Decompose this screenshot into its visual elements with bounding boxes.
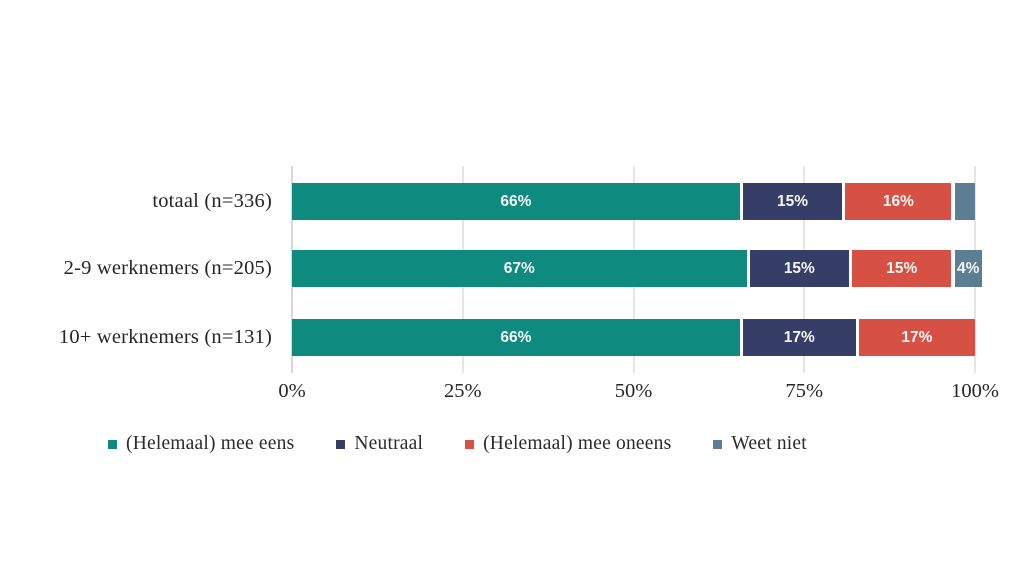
- legend-swatch-icon: [336, 439, 346, 449]
- bar-segment-label: 4%: [956, 259, 980, 277]
- bar-segment-label: 15%: [776, 192, 808, 210]
- x-tick-label: 0%: [278, 380, 306, 402]
- bar-segment-label: 67%: [503, 259, 535, 277]
- bar-segment-label: 66%: [500, 192, 532, 210]
- legend-item: (Helemaal) mee oneens: [465, 433, 671, 455]
- x-tick-label: 75%: [785, 380, 824, 402]
- legend-swatch-icon: [108, 439, 117, 449]
- x-tick-label: 25%: [443, 380, 482, 402]
- legend: (Helemaal) mee eens Neutraal (Helemaal) me…: [108, 430, 968, 458]
- legend-label: Weet niet: [731, 433, 807, 454]
- bar-row: 67% 15% 15% 4%: [292, 250, 982, 287]
- bar-segment: 17%: [858, 319, 975, 356]
- bar-row: 66% 17% 17%: [292, 319, 975, 356]
- bar-segment-label: 66%: [500, 328, 532, 346]
- legend-item: Neutraal: [336, 433, 423, 455]
- legend-swatch-icon: [465, 439, 475, 449]
- bar-segment: 15%: [749, 250, 850, 287]
- legend-label: (Helemaal) mee eens: [126, 433, 295, 454]
- bar-segment: 17%: [742, 319, 856, 356]
- category-label: totaal (n=336): [152, 190, 272, 212]
- legend-item: Weet niet: [713, 433, 807, 455]
- legend-label: Neutraal: [354, 433, 424, 454]
- bar-segment: 67%: [292, 250, 747, 287]
- bar-segment: 4%: [954, 250, 982, 287]
- x-tick-label: 100%: [951, 380, 999, 402]
- bar-segment: 66%: [292, 183, 740, 220]
- bar-segment-label: 16%: [882, 192, 914, 210]
- bar-segment-label: 15%: [783, 259, 815, 277]
- bar-segment-label: 17%: [901, 328, 933, 346]
- bar-segment: 15%: [852, 250, 952, 287]
- x-tick-label: 50%: [614, 380, 653, 402]
- legend-label: (Helemaal) mee oneens: [483, 433, 672, 454]
- legend-item: (Helemaal) mee eens: [108, 433, 294, 455]
- bar-segment-label: 15%: [886, 259, 918, 277]
- category-label: 10+ werknemers (n=131): [58, 326, 272, 348]
- bar-row: 66% 15% 16%: [292, 183, 975, 220]
- bar-segment: [954, 183, 975, 220]
- category-label: 2-9 werknemers (n=205): [63, 257, 272, 279]
- bar-segment-label: 17%: [783, 328, 815, 346]
- bar-segment: 66%: [292, 319, 740, 356]
- bar-segment: 16%: [845, 183, 952, 220]
- legend-swatch-icon: [713, 439, 723, 449]
- bar-segment: 15%: [742, 183, 843, 220]
